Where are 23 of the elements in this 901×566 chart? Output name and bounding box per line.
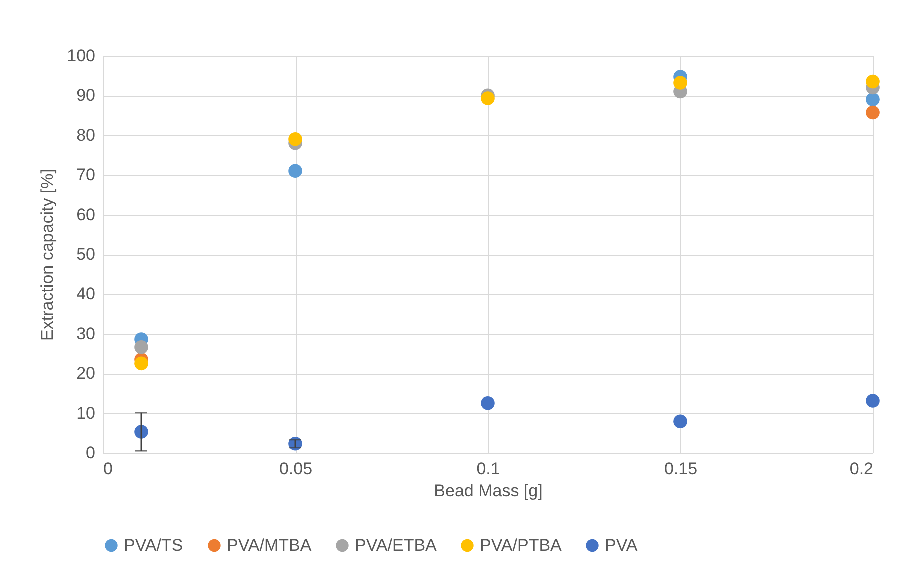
y-tick-label: 70 <box>76 166 96 185</box>
y-tick-label: 100 <box>67 46 96 66</box>
x-axis-title: Bead Mass [g] <box>434 482 543 500</box>
y-axis-title: Extraction capacity [%] <box>38 169 58 341</box>
legend-label: PVA/MTBA <box>227 536 312 555</box>
legend-label: PVA/PTBA <box>480 536 563 555</box>
x-tick-label: 0 <box>104 460 113 478</box>
y-tick-label: 30 <box>76 324 96 344</box>
y-tick-label: 90 <box>76 86 96 106</box>
y-tick-label: 10 <box>76 404 96 423</box>
y-tick-label: 0 <box>86 444 96 462</box>
x-tick-label: 0.05 <box>279 460 313 478</box>
legend-label: PVA/ETBA <box>355 536 438 555</box>
y-tick-label: 20 <box>76 364 96 384</box>
y-tick-label: 50 <box>76 245 96 264</box>
y-tick-label: 40 <box>76 284 96 304</box>
legend-label: PVA/TS <box>124 536 184 555</box>
x-tick-label: 0.2 <box>850 460 874 478</box>
legend-label: PVA <box>605 536 638 555</box>
x-tick-label: 0.1 <box>476 460 500 478</box>
y-tick-label: 60 <box>76 205 96 224</box>
y-tick-label: 80 <box>76 126 96 145</box>
x-tick-label: 0.15 <box>664 460 698 478</box>
